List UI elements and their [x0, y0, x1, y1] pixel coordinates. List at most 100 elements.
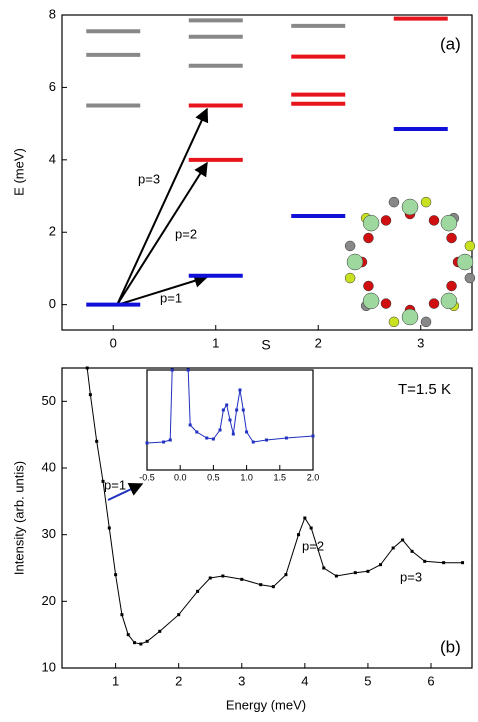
y-tick-label: 10 — [42, 659, 56, 674]
annotation: p=1 — [160, 290, 182, 305]
data-line — [146, 369, 314, 444]
data-point — [366, 569, 370, 573]
y-tick-label: 2 — [49, 224, 56, 239]
x-tick-label: 0 — [110, 335, 117, 350]
data-line — [86, 367, 463, 645]
data-point — [251, 440, 255, 444]
data-point — [322, 566, 326, 570]
atom — [440, 214, 458, 232]
atom — [420, 196, 432, 208]
x-tick-label: 5 — [364, 673, 371, 688]
atom — [456, 253, 474, 271]
data-point — [334, 574, 338, 578]
data-point — [221, 574, 225, 578]
atom — [440, 292, 458, 310]
data-point — [208, 576, 212, 580]
annotation: p=3 — [400, 569, 422, 584]
x-tick-label: 0.0 — [174, 472, 187, 482]
data-point — [379, 563, 383, 567]
y-tick-label: 50 — [42, 393, 56, 408]
data-point — [211, 437, 215, 441]
atom — [362, 292, 380, 310]
data-point — [168, 438, 172, 442]
atom — [380, 298, 392, 309]
data-point — [228, 418, 232, 422]
x-axis-label: Energy (meV) — [226, 697, 306, 712]
data-point — [259, 583, 263, 587]
data-point — [401, 538, 405, 542]
atom — [346, 253, 364, 271]
annotation: p=3 — [138, 171, 160, 186]
y-tick-label: 30 — [42, 526, 56, 541]
data-point — [107, 526, 111, 530]
panel-a-frame — [61, 14, 473, 331]
data-point — [177, 613, 181, 617]
atom — [446, 280, 457, 292]
data-point — [461, 561, 465, 565]
x-tick-label: 2.0 — [307, 472, 320, 482]
y-axis-label: Intensity (arb. untis) — [11, 461, 26, 575]
x-tick-label: 1.0 — [240, 472, 253, 482]
data-point — [353, 571, 357, 575]
y-axis-label: E (meV) — [11, 148, 26, 196]
atom — [388, 316, 400, 328]
y-tick-label: 6 — [49, 79, 56, 94]
arrow — [116, 274, 209, 306]
data-point — [205, 436, 209, 440]
data-point — [195, 430, 199, 434]
x-tick-label: 4 — [301, 673, 308, 688]
atom — [362, 214, 380, 232]
y-tick-label: 4 — [49, 151, 56, 166]
atom — [420, 316, 432, 328]
x-tick-label: 6 — [427, 673, 434, 688]
x-tick-label: 0.5 — [207, 472, 220, 482]
data-point — [188, 423, 192, 427]
annotation: T=1.5 K — [398, 381, 451, 398]
transition-arrows — [116, 107, 209, 306]
atom — [363, 232, 374, 244]
x-tick-label: 2 — [315, 335, 322, 350]
data-point — [303, 516, 307, 520]
data-point — [442, 561, 446, 565]
data-point — [114, 573, 118, 577]
data-point — [309, 526, 313, 530]
data-point — [88, 393, 92, 397]
x-tick-label: 3 — [238, 673, 245, 688]
data-point — [120, 613, 124, 617]
y-tick-label: 20 — [42, 593, 56, 608]
data-point — [423, 559, 427, 563]
data-point — [186, 368, 190, 372]
data-point — [170, 368, 174, 372]
data-point — [196, 589, 200, 593]
data-point — [265, 438, 269, 442]
data-point — [240, 577, 244, 581]
atom — [401, 308, 419, 326]
data-point — [221, 408, 225, 412]
x-tick-label: 1 — [112, 673, 119, 688]
data-point — [101, 479, 105, 483]
data-point — [139, 642, 143, 646]
data-point — [238, 388, 242, 392]
data-point — [162, 440, 166, 444]
atom — [388, 196, 400, 208]
molecule-illustration — [344, 196, 476, 328]
data-point — [158, 629, 162, 633]
data-point — [241, 408, 245, 412]
annotation: p=1 — [104, 477, 126, 492]
inset-arrow — [107, 483, 144, 501]
x-tick-label: 1 — [212, 335, 219, 350]
atom — [464, 240, 476, 252]
annotation: p=2 — [175, 226, 197, 241]
data-point — [297, 533, 301, 537]
atom — [428, 215, 440, 226]
annotation: p=2 — [302, 538, 324, 553]
panel-b-frame — [61, 367, 473, 669]
data-point — [311, 434, 315, 438]
y-tick-label: 8 — [49, 6, 56, 21]
data-point — [245, 430, 249, 434]
x-tick-label: 1.5 — [274, 472, 287, 482]
atom — [464, 272, 476, 284]
data-point — [133, 641, 137, 645]
x-tick-label: 3 — [417, 335, 424, 350]
